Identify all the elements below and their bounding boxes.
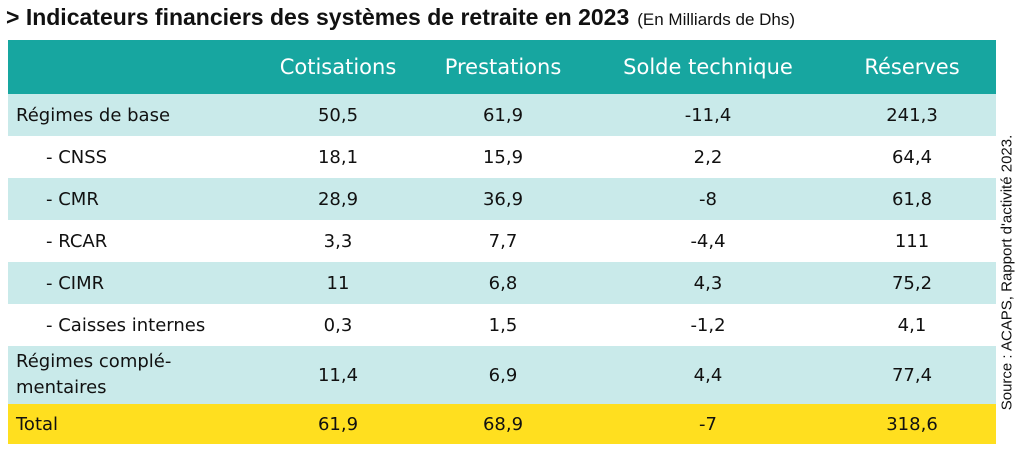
cell-prestations: 36,9 — [482, 188, 524, 210]
cell-reserves: 318,6 — [886, 413, 938, 435]
cell-reserves: 77,4 — [891, 364, 933, 386]
header-cell-cotisations: Cotisations — [279, 55, 397, 79]
cell-cotisations: 50,5 — [317, 104, 359, 126]
row-label: Régimes de base — [16, 104, 171, 126]
cell-prestations: 6,8 — [488, 272, 518, 294]
chart-title: > Indicateurs financiers des systèmes de… — [6, 4, 795, 34]
cell-reserves: 4,1 — [897, 314, 927, 336]
row-label: - CMR — [46, 188, 99, 210]
table-row: Régimes de base 50,5 61,9 -11,4 241,3 — [8, 94, 996, 136]
cell-cotisations: 11 — [326, 272, 350, 294]
cell-reserves: 61,8 — [891, 188, 933, 210]
cell-prestations: 61,9 — [482, 104, 524, 126]
row-label: - Caisses internes — [46, 314, 206, 336]
cell-reserves: 75,2 — [891, 272, 933, 294]
row-label: - RCAR — [46, 230, 108, 252]
cell-cotisations: 28,9 — [317, 188, 359, 210]
cell-prestations: 15,9 — [482, 146, 524, 168]
table-row: - RCAR 3,3 7,7 -4,4 111 — [8, 220, 996, 262]
cell-cotisations: 11,4 — [317, 364, 359, 386]
table-header-row: Cotisations Prestations Solde technique … — [8, 40, 996, 94]
cell-prestations: 6,9 — [488, 364, 518, 386]
cell-solde-technique: -11,4 — [684, 104, 732, 126]
header-cell-reserves: Réserves — [864, 55, 960, 79]
cell-prestations: 7,7 — [488, 230, 518, 252]
cell-reserves: 241,3 — [886, 104, 938, 126]
title-unit: (En Milliards de Dhs) — [637, 10, 796, 29]
table-row: Régimes complé- mentaires 11,4 6,9 4,4 7… — [8, 346, 996, 404]
table-row: - CMR 28,9 36,9 -8 61,8 — [8, 178, 996, 220]
title-main: > Indicateurs financiers des systèmes de… — [6, 4, 630, 30]
table-row: - CNSS 18,1 15,9 2,2 64,4 — [8, 136, 996, 178]
source-text: Source : ACAPS, Rapport d'activité 2023. — [998, 134, 1016, 411]
header-cell-prestations: Prestations — [444, 55, 562, 79]
row-label: - CIMR — [46, 272, 105, 294]
financial-indicators-table: Cotisations Prestations Solde technique … — [8, 40, 996, 444]
table-total-row: Total 61,9 68,9 -7 318,6 — [8, 404, 996, 444]
table-row: - CIMR 11 6,8 4,3 75,2 — [8, 262, 996, 304]
cell-cotisations: 18,1 — [317, 146, 359, 168]
table-row: - Caisses internes 0,3 1,5 -1,2 4,1 — [8, 304, 996, 346]
cell-solde-technique: 4,3 — [693, 272, 723, 294]
cell-solde-technique: -1,2 — [690, 314, 726, 336]
cell-solde-technique: 2,2 — [693, 146, 723, 168]
cell-cotisations: 61,9 — [317, 413, 359, 435]
cell-reserves: 111 — [894, 230, 930, 252]
row-label-line-2: mentaires — [16, 377, 107, 398]
header-cell-solde-technique: Solde technique — [623, 55, 793, 79]
cell-cotisations: 0,3 — [323, 314, 353, 336]
row-label-line-1: Régimes complé- — [16, 351, 172, 372]
cell-solde-technique: 4,4 — [693, 364, 723, 386]
cell-prestations: 68,9 — [482, 413, 524, 435]
row-label: Total — [16, 413, 59, 435]
row-label: - CNSS — [46, 146, 108, 168]
cell-cotisations: 3,3 — [323, 230, 353, 252]
cell-reserves: 64,4 — [891, 146, 933, 168]
cell-prestations: 1,5 — [488, 314, 518, 336]
cell-solde-technique: -8 — [699, 188, 717, 210]
cell-solde-technique: -4,4 — [690, 230, 726, 252]
row-label: Régimes complé- mentaires — [8, 349, 258, 401]
source-note: Source : ACAPS, Rapport d'activité 2023. — [993, 100, 1021, 445]
cell-solde-technique: -7 — [699, 413, 717, 435]
